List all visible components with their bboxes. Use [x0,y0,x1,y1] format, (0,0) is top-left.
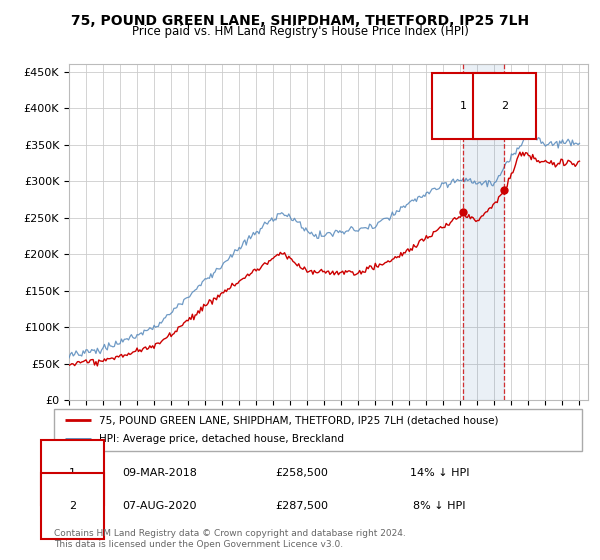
Text: Contains HM Land Registry data © Crown copyright and database right 2024.
This d: Contains HM Land Registry data © Crown c… [54,529,406,549]
Text: 14% ↓ HPI: 14% ↓ HPI [410,468,469,478]
Text: 2: 2 [501,101,508,111]
Text: 8% ↓ HPI: 8% ↓ HPI [413,501,466,511]
Text: 75, POUND GREEN LANE, SHIPDHAM, THETFORD, IP25 7LH: 75, POUND GREEN LANE, SHIPDHAM, THETFORD… [71,14,529,28]
Text: £258,500: £258,500 [276,468,329,478]
Text: 1: 1 [460,101,467,111]
Text: HPI: Average price, detached house, Breckland: HPI: Average price, detached house, Brec… [99,435,344,445]
Text: Price paid vs. HM Land Registry's House Price Index (HPI): Price paid vs. HM Land Registry's House … [131,25,469,38]
Text: 2: 2 [69,501,76,511]
Text: 09-MAR-2018: 09-MAR-2018 [122,468,197,478]
Text: 07-AUG-2020: 07-AUG-2020 [122,501,197,511]
Text: £287,500: £287,500 [275,501,329,511]
Text: 75, POUND GREEN LANE, SHIPDHAM, THETFORD, IP25 7LH (detached house): 75, POUND GREEN LANE, SHIPDHAM, THETFORD… [99,415,499,425]
Bar [463,64,504,400]
Text: 1: 1 [69,468,76,478]
